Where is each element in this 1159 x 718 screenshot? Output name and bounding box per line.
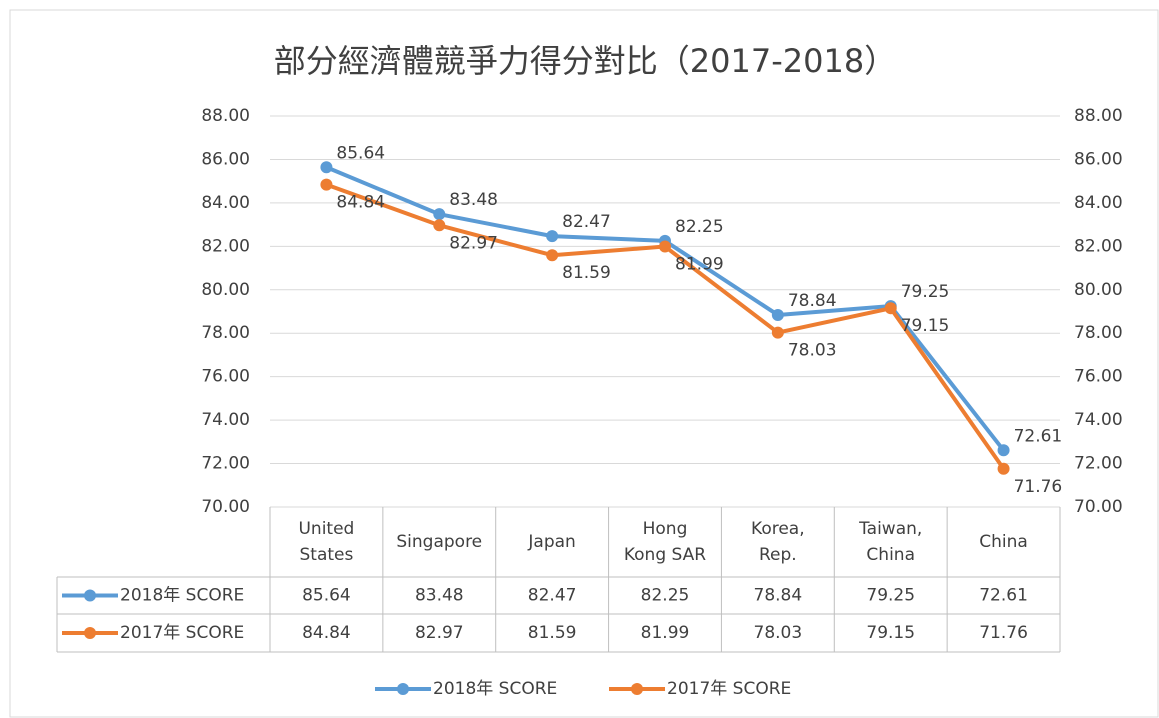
data-label: 84.84 <box>336 193 385 213</box>
point <box>771 308 784 321</box>
data-label: 79.15 <box>901 316 950 336</box>
table-value: 79.15 <box>866 623 915 643</box>
chart-title: 部分經濟體競爭力得分對比（2017-2018） <box>274 42 896 80</box>
y-tick-label: 78.00 <box>201 323 250 343</box>
data-label: 82.97 <box>449 233 498 253</box>
y2-tick-label: 84.00 <box>1074 193 1123 213</box>
point <box>771 326 784 339</box>
y-tick-label: 72.00 <box>201 454 250 474</box>
table-value: 85.64 <box>302 586 351 606</box>
point <box>546 249 559 262</box>
data-label: 82.25 <box>675 217 724 237</box>
table-row-label: 2018年 SCORE <box>120 586 244 606</box>
data-label: 72.61 <box>1014 426 1063 446</box>
point <box>320 161 333 174</box>
table-value: 71.76 <box>979 623 1028 643</box>
x-tick-label: Hong Kong SAR <box>623 519 707 565</box>
table-value: 84.84 <box>302 623 351 643</box>
x-tick-label: Japan <box>528 532 576 552</box>
y2-tick-label: 82.00 <box>1074 236 1123 256</box>
x-tick-label: China <box>979 532 1028 552</box>
y2-tick-label: 80.00 <box>1074 280 1123 300</box>
y2-tick-label: 78.00 <box>1074 323 1123 343</box>
data-label: 79.25 <box>901 282 950 302</box>
legend-key-marker <box>397 683 409 695</box>
table-row-label: 2017年 SCORE <box>120 623 244 643</box>
table-value: 78.84 <box>754 586 803 606</box>
table-value: 82.25 <box>641 586 690 606</box>
table-value: 83.48 <box>415 586 464 606</box>
y2-tick-label: 88.00 <box>1074 106 1123 126</box>
data-label: 81.99 <box>675 255 724 275</box>
legend-key-marker <box>631 683 643 695</box>
y2-tick-label: 72.00 <box>1074 454 1123 474</box>
y-tick-label: 84.00 <box>201 193 250 213</box>
y-tick-label: 88.00 <box>201 106 250 126</box>
y-tick-label: 80.00 <box>201 280 250 300</box>
data-label: 78.84 <box>788 291 837 311</box>
point <box>433 219 446 232</box>
point <box>884 302 897 315</box>
y-tick-label: 86.00 <box>201 149 250 169</box>
data-label: 78.03 <box>788 341 837 361</box>
y-tick-label: 74.00 <box>201 410 250 430</box>
x-tick-label: Taiwan, China <box>859 519 923 565</box>
y-tick-label: 70.00 <box>201 497 250 517</box>
legend-label: 2017年 SCORE <box>667 679 791 699</box>
point <box>997 444 1010 457</box>
y2-tick-label: 76.00 <box>1074 367 1123 387</box>
y-tick-label: 76.00 <box>201 367 250 387</box>
y-tick-label: 82.00 <box>201 236 250 256</box>
data-label: 82.47 <box>562 212 611 232</box>
legend-label: 2018年 SCORE <box>433 679 557 699</box>
data-label: 85.64 <box>336 143 385 163</box>
table-value: 82.97 <box>415 623 464 643</box>
legend-key-marker <box>84 589 96 602</box>
table-value: 81.99 <box>641 623 690 643</box>
y2-tick-label: 86.00 <box>1074 149 1123 169</box>
x-tick-label: United States <box>298 519 355 565</box>
table-value: 81.59 <box>528 623 577 643</box>
y2-tick-label: 70.00 <box>1074 497 1123 517</box>
point <box>659 240 671 253</box>
data-label: 83.48 <box>449 190 498 210</box>
y2-tick-label: 74.00 <box>1074 410 1123 430</box>
data-label: 81.59 <box>562 263 611 283</box>
point <box>433 208 446 221</box>
chart-border <box>9 9 1159 718</box>
point <box>546 230 559 243</box>
x-tick-label: Singapore <box>396 532 483 552</box>
x-tick-label: Korea, Rep. <box>751 519 805 565</box>
table-value: 82.47 <box>528 586 577 606</box>
legend-key-marker <box>84 627 96 639</box>
table-value: 72.61 <box>979 586 1028 606</box>
point <box>320 178 333 191</box>
table-value: 78.03 <box>754 623 803 643</box>
data-label: 71.76 <box>1014 477 1063 497</box>
point <box>997 462 1010 475</box>
table-value: 79.25 <box>866 586 915 606</box>
